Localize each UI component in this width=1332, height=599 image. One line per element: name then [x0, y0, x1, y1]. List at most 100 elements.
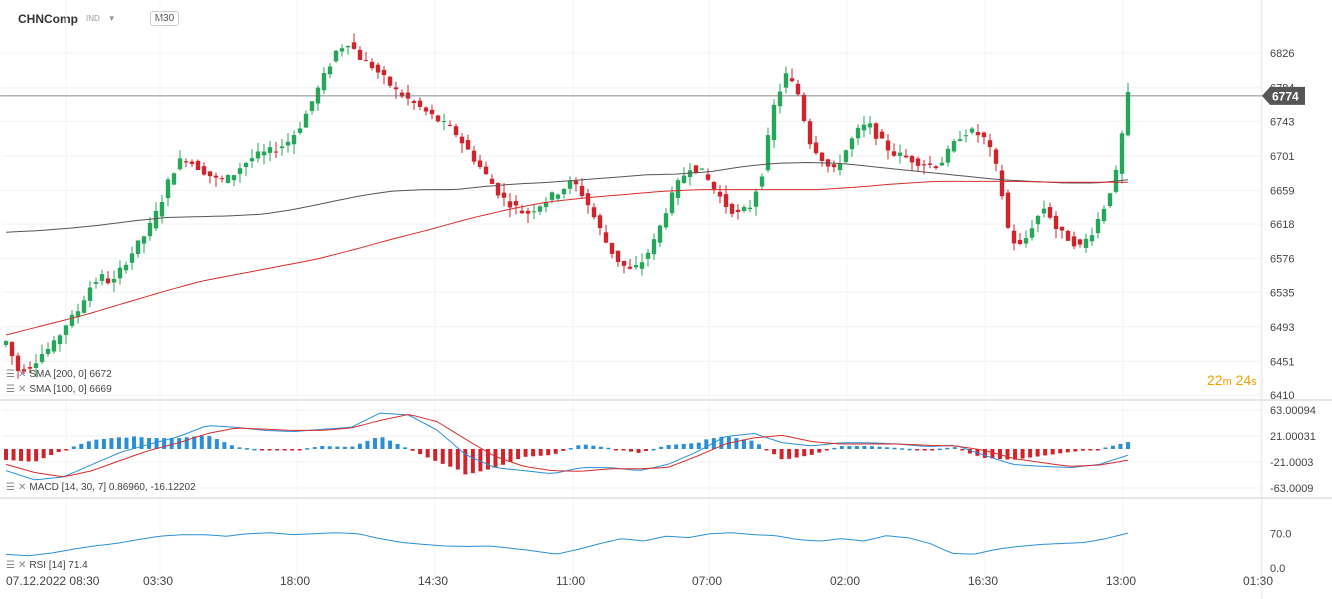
candle-up [1029, 228, 1035, 238]
candle-up [747, 207, 753, 210]
candle-down [489, 178, 495, 184]
macd-histogram-bar [1050, 449, 1055, 455]
close-icon[interactable]: ✕ [17, 369, 27, 380]
macd-histogram-bar [704, 439, 709, 449]
macd-histogram-bar [749, 440, 754, 449]
candle-up [1107, 193, 1113, 207]
rsi-line [5, 532, 1129, 557]
legend-macd[interactable]: ☰ ✕ MACD [14, 30, 7] 0.86960, -16.12202 [6, 482, 196, 493]
macd-histogram-bar [553, 449, 558, 454]
price-tick-label: 6535 [1270, 287, 1294, 299]
macd-histogram-bar [779, 449, 784, 460]
candle-up [945, 148, 951, 163]
candle-up [153, 210, 159, 229]
candle-up [741, 207, 747, 211]
candle-up [57, 335, 63, 345]
macd-histogram-bar [1110, 445, 1115, 449]
macd-histogram-bar [56, 449, 61, 452]
candle-down [411, 100, 417, 103]
candle-up [537, 206, 543, 212]
candle-up [165, 179, 171, 199]
candle-up [783, 73, 789, 88]
macd-histogram-bar [1058, 449, 1063, 454]
candle-down [927, 163, 933, 165]
macd-histogram-bar [41, 449, 46, 459]
macd-histogram-bar [350, 446, 355, 449]
candle-up [243, 162, 249, 168]
macd-histogram-bar [1073, 449, 1078, 452]
time-tick-label: 13:00 [1106, 574, 1136, 588]
candle-down [447, 124, 453, 126]
candle-down [459, 136, 465, 144]
candle-up [45, 348, 51, 355]
close-icon[interactable]: ✕ [17, 560, 27, 571]
menu-icon[interactable]: ☰ [6, 369, 15, 380]
macd-histogram-bar [885, 447, 890, 449]
macd-histogram-bar [425, 449, 430, 458]
candle-down [789, 78, 795, 82]
candle-up [171, 173, 177, 185]
candle-up [939, 162, 945, 166]
candle-down [513, 201, 519, 206]
menu-icon[interactable]: ☰ [6, 560, 15, 571]
macd-histogram-bar [583, 444, 588, 450]
macd-histogram-bar [817, 449, 822, 453]
candle-up [1119, 133, 1125, 174]
candle-up [771, 104, 777, 141]
last-price-label: 6774 [1272, 89, 1299, 103]
candle-down [189, 161, 195, 165]
candle-up [1083, 238, 1089, 248]
candle-down [909, 156, 915, 163]
candle-down [627, 266, 633, 269]
candle-down [999, 170, 1005, 197]
legend-sma100[interactable]: ☰ ✕ SMA [100, 0] 6669 [6, 384, 112, 395]
candle-down [105, 278, 111, 284]
macd-histogram-bar [19, 449, 24, 461]
macd-histogram-bar [869, 446, 874, 450]
candle-down [507, 201, 513, 208]
candle-down [207, 171, 213, 177]
macd-histogram-bar [222, 442, 227, 449]
macd-histogram-bar [485, 449, 490, 470]
legend-rsi[interactable]: ☰ ✕ RSI [14] 71.4 [6, 560, 88, 571]
candle-down [183, 161, 189, 163]
macd-tick-label: 21.00031 [1270, 431, 1316, 443]
time-tick-label: 14:30 [418, 574, 448, 588]
chevron-down-icon[interactable]: ▼ [107, 14, 116, 23]
close-icon[interactable]: ✕ [17, 384, 27, 395]
macd-histogram-bar [1028, 449, 1033, 458]
legend-sma200[interactable]: ☰ ✕ SMA [200, 0] 6672 [6, 369, 112, 380]
close-icon[interactable]: ✕ [17, 482, 27, 493]
macd-histogram-bar [538, 449, 543, 456]
candle-up [93, 281, 99, 284]
price-tick-label: 6451 [1270, 356, 1294, 368]
macd-histogram-bar [862, 446, 867, 449]
macd-histogram-bar [260, 449, 265, 451]
macd-histogram-bar [199, 435, 204, 450]
menu-icon[interactable]: ☰ [6, 384, 15, 395]
symbol-label[interactable]: CHNComp [18, 11, 78, 26]
macd-histogram-bar [207, 435, 212, 450]
price-tick-label: 6576 [1270, 254, 1294, 266]
macd-histogram-bar [312, 447, 317, 450]
candle-down [15, 355, 21, 372]
macd-histogram-bar [4, 449, 8, 460]
candle-down [819, 152, 825, 161]
macd-histogram-bar [606, 447, 611, 450]
menu-icon[interactable]: ☰ [6, 482, 15, 493]
time-tick-label: 07:00 [692, 574, 722, 588]
macd-histogram-bar [139, 437, 144, 449]
timeframe-select[interactable]: M30 [149, 11, 180, 26]
macd-histogram-bar [455, 449, 460, 470]
macd-histogram-bar [342, 446, 347, 449]
macd-histogram-bar [734, 438, 739, 450]
macd-histogram-bar [621, 449, 626, 451]
candle-down [471, 150, 477, 162]
macd-histogram-bar [741, 439, 746, 449]
grid-lines [2, 0, 1262, 582]
macd-histogram-bar [990, 449, 995, 459]
time-tick-label: 16:30 [968, 574, 998, 588]
candle-down [1047, 207, 1053, 218]
macd-histogram-bar [214, 439, 219, 449]
